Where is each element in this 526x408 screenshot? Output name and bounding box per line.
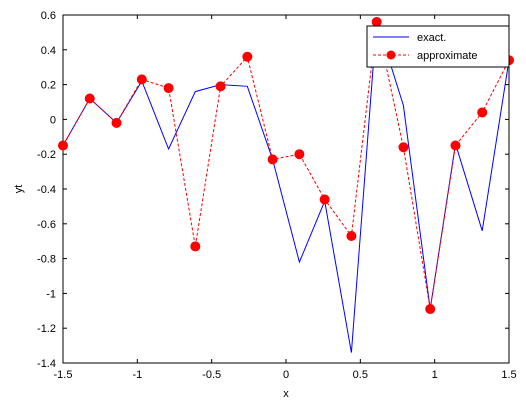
data-point-approximate bbox=[84, 93, 95, 104]
legend-marker-approximate bbox=[386, 50, 396, 60]
legend-box bbox=[366, 25, 510, 68]
x-tick-label: -0.5 bbox=[202, 369, 221, 381]
data-point-approximate bbox=[111, 117, 122, 128]
x-tick-label: 1.5 bbox=[501, 369, 516, 381]
y-axis: -1.4 -1.2 -1 -0.8 -0.6 -0.4 -0.2 0 0.2 0.4 0.6 bbox=[37, 10, 509, 370]
x-axis: -1.5 -1 -0.5 0 0.5 1 1.5 bbox=[54, 15, 517, 381]
legend-label-approximate: approximate bbox=[417, 50, 478, 62]
x-tick-label: 1 bbox=[432, 369, 438, 381]
data-point-approximate bbox=[398, 142, 409, 153]
data-point-approximate bbox=[477, 107, 488, 118]
y-tick-label: -0.8 bbox=[37, 254, 56, 266]
y-tick-label: -1.2 bbox=[37, 323, 56, 335]
y-tick-label: 0.6 bbox=[41, 10, 56, 22]
x-tick-label: -1.5 bbox=[54, 369, 73, 381]
data-point-approximate bbox=[371, 16, 382, 27]
x-tick-label: -1 bbox=[132, 369, 142, 381]
data-point-approximate bbox=[425, 304, 436, 315]
legend-label-exact: exact. bbox=[417, 32, 446, 44]
x-tick-label: 0 bbox=[283, 369, 289, 381]
data-point-approximate bbox=[294, 149, 305, 160]
data-point-approximate bbox=[163, 83, 174, 94]
y-tick-label: -1.4 bbox=[37, 358, 56, 370]
y-tick-label: -0.4 bbox=[37, 184, 56, 196]
data-point-approximate bbox=[267, 154, 278, 165]
data-point-approximate bbox=[136, 74, 147, 85]
data-point-approximate bbox=[346, 230, 357, 241]
data-point-approximate bbox=[190, 241, 201, 252]
y-tick-label: -1 bbox=[46, 288, 56, 300]
x-tick-label: 0.5 bbox=[353, 369, 368, 381]
y-axis-label: yt bbox=[13, 185, 25, 194]
y-tick-label: -0.6 bbox=[37, 219, 56, 231]
legend: exact. approximate bbox=[366, 25, 510, 68]
data-point-approximate bbox=[242, 51, 253, 62]
series-line-approximate bbox=[62, 21, 510, 310]
x-axis-label: x bbox=[283, 388, 289, 400]
y-tick-label: -0.2 bbox=[37, 149, 56, 161]
series-layer bbox=[58, 16, 514, 353]
y-tick-label: 0 bbox=[50, 114, 56, 126]
data-point-approximate bbox=[450, 140, 461, 151]
y-tick-label: 0.2 bbox=[41, 80, 56, 92]
y-tick-label: 0.4 bbox=[41, 45, 56, 57]
data-point-approximate bbox=[58, 140, 68, 151]
data-point-approximate bbox=[319, 194, 330, 205]
plot-area bbox=[62, 14, 510, 364]
data-point-approximate bbox=[215, 81, 226, 92]
